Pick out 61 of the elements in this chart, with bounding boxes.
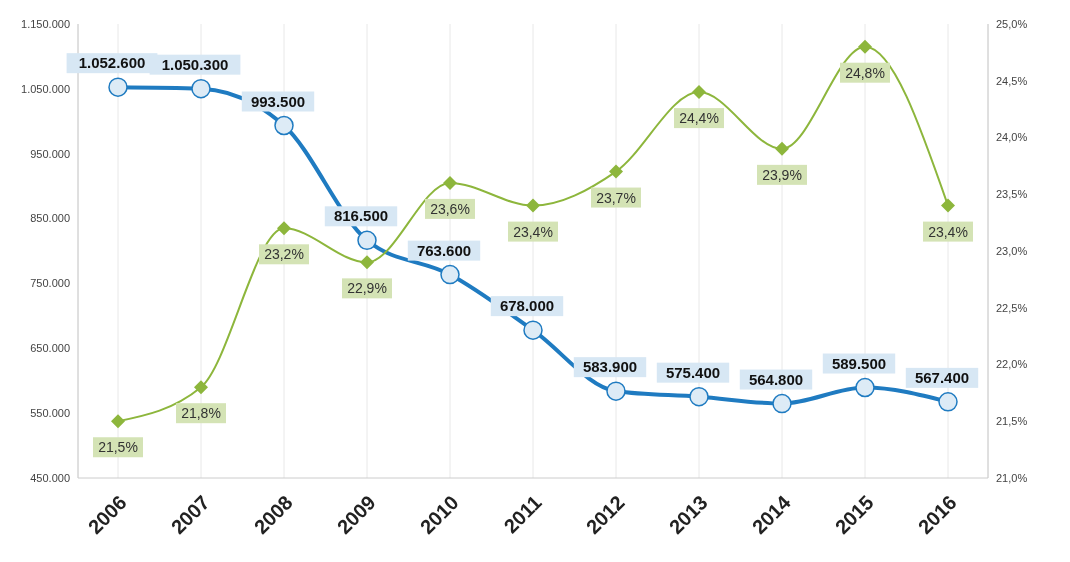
point	[941, 198, 955, 213]
data-label: 21,5%	[98, 439, 138, 456]
data-label: 1.050.300	[161, 55, 229, 73]
y2-tick-label: 24,5%	[996, 74, 1028, 87]
y2-tick-label: 22,5%	[996, 301, 1028, 314]
point	[606, 381, 626, 401]
point	[440, 264, 460, 285]
point	[938, 392, 958, 412]
data-label: 678.000	[499, 297, 555, 315]
data-label: 22,9%	[347, 280, 387, 297]
point	[609, 164, 623, 179]
data-label: 575.400	[665, 363, 721, 381]
y-tick-label: 650.000	[30, 342, 70, 355]
y-tick-label: 450.000	[30, 471, 70, 484]
y2-tick-label: 21,0%	[996, 471, 1028, 484]
point	[526, 198, 540, 213]
point	[191, 78, 211, 99]
data-label: 23,6%	[430, 200, 470, 217]
point	[692, 85, 706, 100]
y-tick-label: 550.000	[30, 407, 70, 420]
y2-tick-label: 24,0%	[996, 131, 1028, 144]
data-label: 21,8%	[181, 405, 221, 422]
data-label: 23,2%	[264, 246, 304, 263]
point	[277, 221, 291, 236]
data-label: 816.500	[333, 207, 389, 225]
data-label: 564.800	[748, 370, 804, 388]
y-tick-label: 1.150.000	[21, 17, 70, 30]
point	[194, 380, 208, 395]
data-label: 589.500	[831, 354, 887, 372]
y-tick-label: 950.000	[30, 147, 70, 160]
point	[357, 230, 377, 251]
point	[108, 77, 128, 97]
y-tick-label: 1.050.000	[21, 82, 70, 95]
data-label: 763.600	[416, 241, 472, 259]
point	[858, 39, 872, 54]
data-label: 1.052.600	[78, 54, 146, 72]
data-label: 23,4%	[513, 223, 553, 240]
y2-tick-label: 23,5%	[996, 188, 1028, 201]
point	[775, 141, 789, 156]
data-label: 23,7%	[596, 189, 636, 206]
y2-tick-label: 25,0%	[996, 17, 1028, 30]
point	[689, 386, 709, 407]
y2-tick-label: 22,0%	[996, 358, 1028, 371]
data-label: 567.400	[914, 368, 970, 386]
y-tick-label: 750.000	[30, 277, 70, 290]
point	[274, 115, 294, 136]
point	[360, 255, 374, 270]
data-label: 23,4%	[928, 223, 968, 240]
point	[443, 175, 457, 190]
y2-tick-label: 23,0%	[996, 244, 1028, 257]
y2-tick-label: 21,5%	[996, 415, 1028, 428]
data-label: 24,8%	[845, 64, 885, 81]
data-label: 993.500	[250, 92, 306, 110]
point	[855, 377, 875, 398]
point	[772, 393, 792, 414]
data-label: 583.900	[582, 358, 638, 376]
point	[111, 414, 125, 429]
data-label: 23,9%	[762, 166, 802, 183]
point	[523, 320, 543, 340]
y-tick-label: 850.000	[30, 212, 70, 225]
data-label: 24,4%	[679, 110, 719, 127]
